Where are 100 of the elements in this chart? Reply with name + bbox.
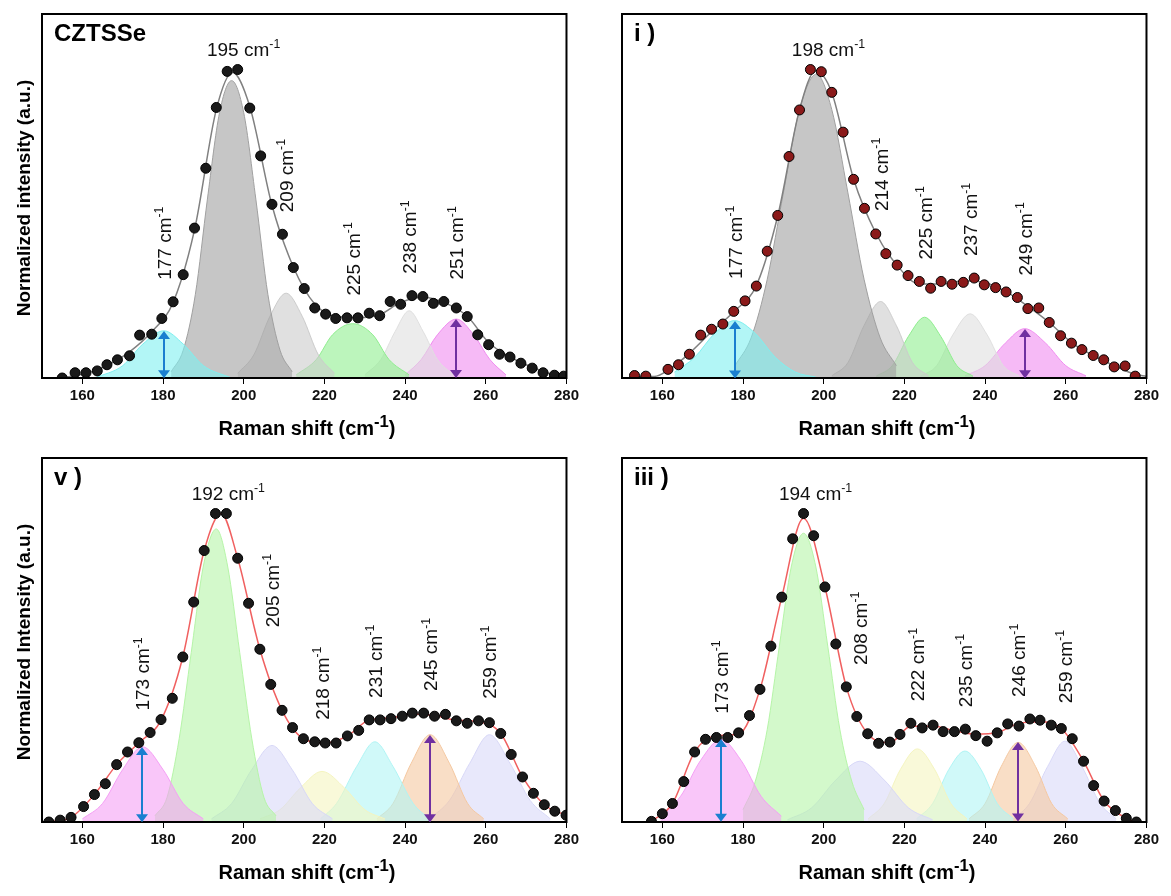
point <box>666 797 678 809</box>
point <box>450 302 462 314</box>
chart-title: CZTSSe <box>54 18 147 46</box>
point <box>461 311 473 323</box>
point <box>450 715 462 727</box>
x-tick-label: 180 <box>150 386 176 404</box>
x-tick-label: 220 <box>891 386 917 404</box>
point <box>209 508 221 520</box>
point <box>798 508 810 520</box>
point <box>1076 344 1088 356</box>
point <box>461 717 473 729</box>
point <box>69 367 81 378</box>
point <box>473 715 485 727</box>
point <box>319 737 331 749</box>
point <box>134 329 146 341</box>
point <box>427 297 439 309</box>
point <box>504 351 516 363</box>
x-tick-label: 180 <box>730 830 756 848</box>
annotation: 214 cm-1 <box>869 137 892 212</box>
point <box>438 296 450 307</box>
point <box>406 707 418 719</box>
point <box>754 683 766 695</box>
point <box>837 126 849 138</box>
point <box>1098 354 1110 366</box>
x-tick-label: 280 <box>1133 830 1159 848</box>
annotation: 218 cm-1 <box>310 646 333 720</box>
point <box>894 728 906 740</box>
point <box>743 710 755 722</box>
point <box>483 717 495 729</box>
annotation: 208 cm-1 <box>848 591 872 665</box>
point <box>395 298 407 310</box>
point <box>948 726 960 738</box>
point <box>167 296 179 308</box>
point <box>1087 349 1099 361</box>
point <box>243 597 255 609</box>
point <box>505 748 517 760</box>
point <box>804 64 816 76</box>
point <box>189 222 201 234</box>
annotation: 245 cm-1 <box>418 617 442 692</box>
point <box>916 722 928 734</box>
point <box>298 283 310 295</box>
point <box>840 681 852 693</box>
point <box>244 102 256 114</box>
point <box>970 730 982 742</box>
point <box>188 596 200 608</box>
point <box>1000 286 1012 298</box>
point <box>1011 291 1023 303</box>
point <box>990 282 1002 294</box>
point <box>717 318 729 330</box>
point <box>826 86 838 98</box>
point <box>80 367 92 378</box>
point <box>538 799 550 811</box>
point <box>384 296 396 307</box>
point <box>287 722 299 734</box>
annotation: 177 cm-1 <box>152 206 175 280</box>
point <box>991 727 1003 739</box>
annotation: 237 cm-1 <box>958 182 982 257</box>
annotation: 173 cm-1 <box>709 640 732 714</box>
point <box>1045 719 1057 731</box>
point <box>88 789 100 801</box>
x-tick-label: 220 <box>311 830 337 848</box>
annotation: 251 cm-1 <box>444 206 468 280</box>
point <box>155 714 167 726</box>
point <box>91 365 103 377</box>
point <box>1024 713 1036 725</box>
x-tick-label: 200 <box>811 386 837 404</box>
chart-title: iii ) <box>634 462 669 490</box>
point <box>678 776 690 788</box>
point <box>341 312 353 324</box>
point <box>683 348 695 360</box>
point <box>873 737 885 749</box>
chart-title: i ) <box>634 18 656 46</box>
annotation: 225 cm-1 <box>341 222 364 296</box>
point <box>656 808 668 820</box>
point <box>220 508 232 520</box>
point <box>937 726 949 738</box>
point <box>177 651 189 663</box>
point <box>772 209 784 221</box>
point <box>341 730 353 742</box>
point <box>210 101 222 113</box>
y-axis-title: Normalized intensity (a.u.) <box>13 79 35 317</box>
point <box>1055 723 1067 735</box>
point <box>374 714 386 726</box>
annotation: 209 cm-1 <box>274 138 298 213</box>
point <box>902 270 914 282</box>
point <box>122 746 134 758</box>
point <box>968 272 980 284</box>
point <box>483 339 495 351</box>
point <box>517 771 529 783</box>
x-tick-label: 160 <box>69 386 95 404</box>
point <box>776 591 788 603</box>
point <box>761 245 773 257</box>
point <box>891 259 903 271</box>
point <box>750 280 762 292</box>
point <box>957 276 969 288</box>
point <box>884 736 896 748</box>
y-axis-title: Normalized Intensity (a.u.) <box>13 523 35 761</box>
point <box>537 367 549 378</box>
point <box>418 707 430 719</box>
point <box>815 66 827 78</box>
